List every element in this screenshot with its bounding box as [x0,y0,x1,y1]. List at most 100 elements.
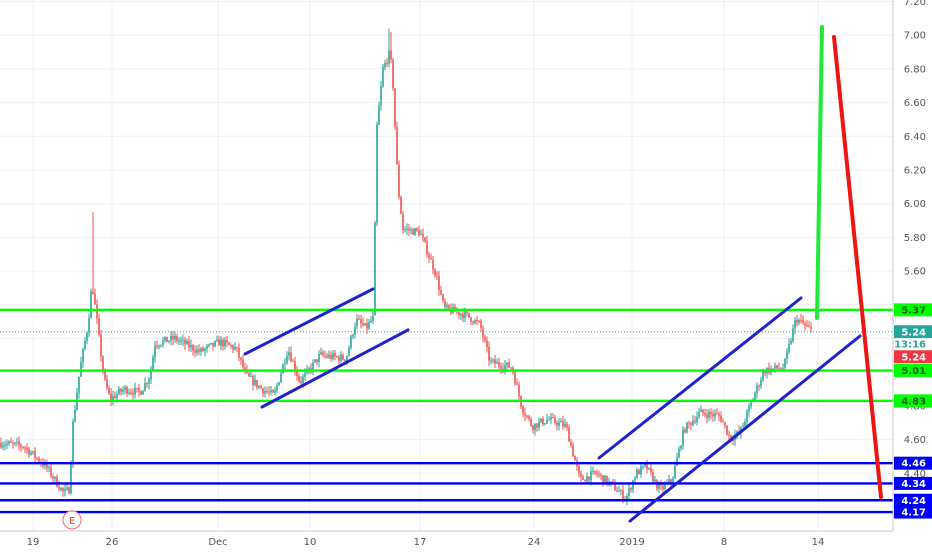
candle-body [170,335,172,341]
candle-body [772,368,774,370]
candle-body [644,464,646,466]
candle-body [152,357,154,370]
candle-body [528,416,530,419]
candle-body [468,312,470,318]
candle-body [346,355,348,362]
candle-body [214,341,216,347]
candle-body [480,321,482,329]
candle-body [34,451,36,458]
candle-body [618,491,620,493]
candle-body [174,335,176,340]
candle-body [268,391,270,393]
candle-body [456,311,458,313]
candle-body [288,352,290,356]
candle-body [200,348,202,352]
candle-body [566,423,568,428]
candle-body [210,342,212,345]
candle-body [780,368,782,370]
candle-body [290,352,292,362]
candle-body [492,359,494,361]
candle-body [134,387,136,395]
time-tick-label: 19 [27,537,40,548]
level-badge [894,456,932,470]
level-badge [894,364,932,378]
projection-down-line[interactable] [832,35,883,499]
candle-body [176,335,178,341]
candle-body [150,369,152,380]
candle-body [646,464,648,470]
candle-body [320,352,322,355]
earnings-event-icon[interactable] [62,510,82,530]
candle-body [628,488,630,496]
time-tick-label: 17 [414,537,427,548]
candle-body [662,485,664,490]
secondary-price-badge [894,350,932,364]
candle-body [146,383,148,385]
trend-line-drawings[interactable] [243,25,883,523]
channel-jan-lower-line[interactable] [628,334,862,523]
candle-body [670,479,672,482]
time-axis-background[interactable] [0,531,893,550]
channel-jan-upper-line[interactable] [597,296,803,460]
time-tick-label: 24 [528,537,541,548]
candle-body [686,422,688,433]
candle-body [782,367,784,369]
candle-body [284,362,286,365]
candle-body [158,345,160,347]
candle-body [714,413,716,417]
price-tick-label: 4.40 [904,469,926,480]
channel-dec-lower-line[interactable] [260,328,410,409]
event-markers[interactable]: E [62,510,82,530]
candle-body [724,422,726,426]
candle-body [564,423,566,427]
candle-body [706,414,708,418]
candle-body [232,345,234,350]
candle-body [24,447,26,449]
candle-body [142,390,144,395]
candle-body [590,471,592,481]
projection-up-line[interactable] [815,25,824,320]
candle-body [68,487,70,494]
channel-dec-upper-line[interactable] [243,287,375,356]
candle-body [12,442,14,444]
candle-body [716,413,718,415]
candle-body [192,345,194,351]
candle-body [672,478,674,482]
candle-body [630,488,632,490]
candle-body [580,473,582,477]
candle-body [148,379,150,384]
candle-body [648,467,650,470]
candle-body [402,213,404,231]
candle-body [550,416,552,420]
candle-body [526,415,528,417]
candle-body [472,321,474,324]
candle-body [470,317,472,322]
countdown-badge [894,338,932,351]
candle-body [120,388,122,392]
candle-body [338,356,340,362]
candle-body [206,345,208,349]
candle-body [238,347,240,358]
candle-body [356,318,358,327]
level-badge-label: 4.83 [901,396,926,407]
candle-body [762,371,764,381]
candle-body [326,355,328,358]
candle-body [78,376,80,394]
axis-labels: 7.207.006.806.606.406.206.005.805.604.80… [27,0,932,548]
candle-body [412,229,414,235]
candle-body [106,379,108,389]
candle-body [168,340,170,343]
candle-body [560,421,562,423]
candle-body [194,350,196,353]
candle-body [568,427,570,442]
time-tick-label: Dec [208,537,227,548]
price-tick-label: 5.60 [904,267,926,278]
candle-body [94,293,96,305]
candle-body [228,342,230,345]
candle-body [16,441,18,443]
candle-body [26,447,28,449]
candle-body [810,327,812,330]
candle-body [674,465,676,479]
